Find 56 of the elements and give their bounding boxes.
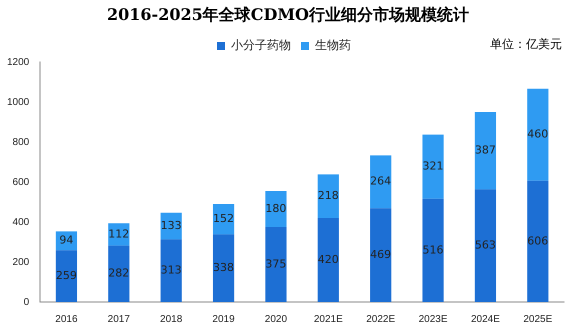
legend-label: 小分子药物 [231, 38, 291, 52]
data-label: 338 [213, 261, 234, 274]
bar [474, 189, 496, 302]
x-tick-label: 2021E [314, 314, 344, 325]
legend-label: 生物药 [315, 38, 351, 52]
data-label: 264 [370, 174, 392, 188]
bar [422, 198, 444, 302]
x-tick-label: 2022E [366, 314, 396, 325]
y-tick-label: 200 [12, 256, 30, 268]
data-label: 218 [318, 189, 339, 202]
x-tick-label: 2019 [212, 314, 236, 325]
bar [318, 174, 339, 218]
data-label: 469 [370, 248, 392, 261]
bar [56, 250, 78, 302]
bar [422, 134, 444, 199]
chart-title: 2016-2025年全球CDMO行业细分市场规模统计 [106, 4, 470, 26]
data-label: 152 [213, 212, 234, 226]
data-label: 516 [422, 243, 444, 256]
x-tick-label: 2020 [264, 314, 288, 325]
data-label: 180 [265, 202, 286, 215]
bar [527, 88, 548, 181]
bar [160, 239, 182, 302]
x-tick-label: 2018 [160, 314, 183, 325]
data-label: 94 [59, 234, 74, 247]
bar [318, 218, 339, 302]
x-tick-label: 2016 [55, 314, 78, 325]
data-label: 112 [108, 227, 130, 240]
y-tick-label: 600 [12, 176, 30, 188]
text: 单位：亿美元 [490, 36, 562, 53]
data-label: 321 [422, 160, 444, 173]
bar [265, 227, 287, 302]
data-label: 420 [318, 252, 339, 266]
data-label: 313 [160, 264, 182, 277]
y-tick-label: 1200 [6, 56, 30, 68]
x-tick-label: 2024E [470, 314, 500, 325]
bar [474, 112, 496, 190]
data-label: 133 [160, 218, 182, 232]
bar [212, 234, 234, 302]
data-label: 460 [527, 128, 548, 141]
bar [370, 208, 392, 302]
data-label: 375 [265, 257, 286, 270]
bar [370, 155, 392, 208]
y-tick-label: 400 [12, 216, 30, 228]
y-tick-label: 1000 [6, 96, 30, 108]
x-tick-label: 2017 [108, 314, 130, 325]
data-label: 259 [56, 268, 77, 282]
data-label: 387 [474, 144, 496, 157]
data-label: 563 [474, 238, 496, 252]
x-tick-label: 2023E [418, 314, 448, 325]
x-tick-label: 2025E [523, 314, 553, 325]
data-label: 606 [527, 234, 548, 248]
bar [108, 246, 130, 302]
y-tick-label: 0 [24, 296, 30, 308]
y-tick-label: 800 [12, 136, 30, 148]
data-label: 282 [108, 266, 130, 280]
bar [527, 180, 548, 302]
